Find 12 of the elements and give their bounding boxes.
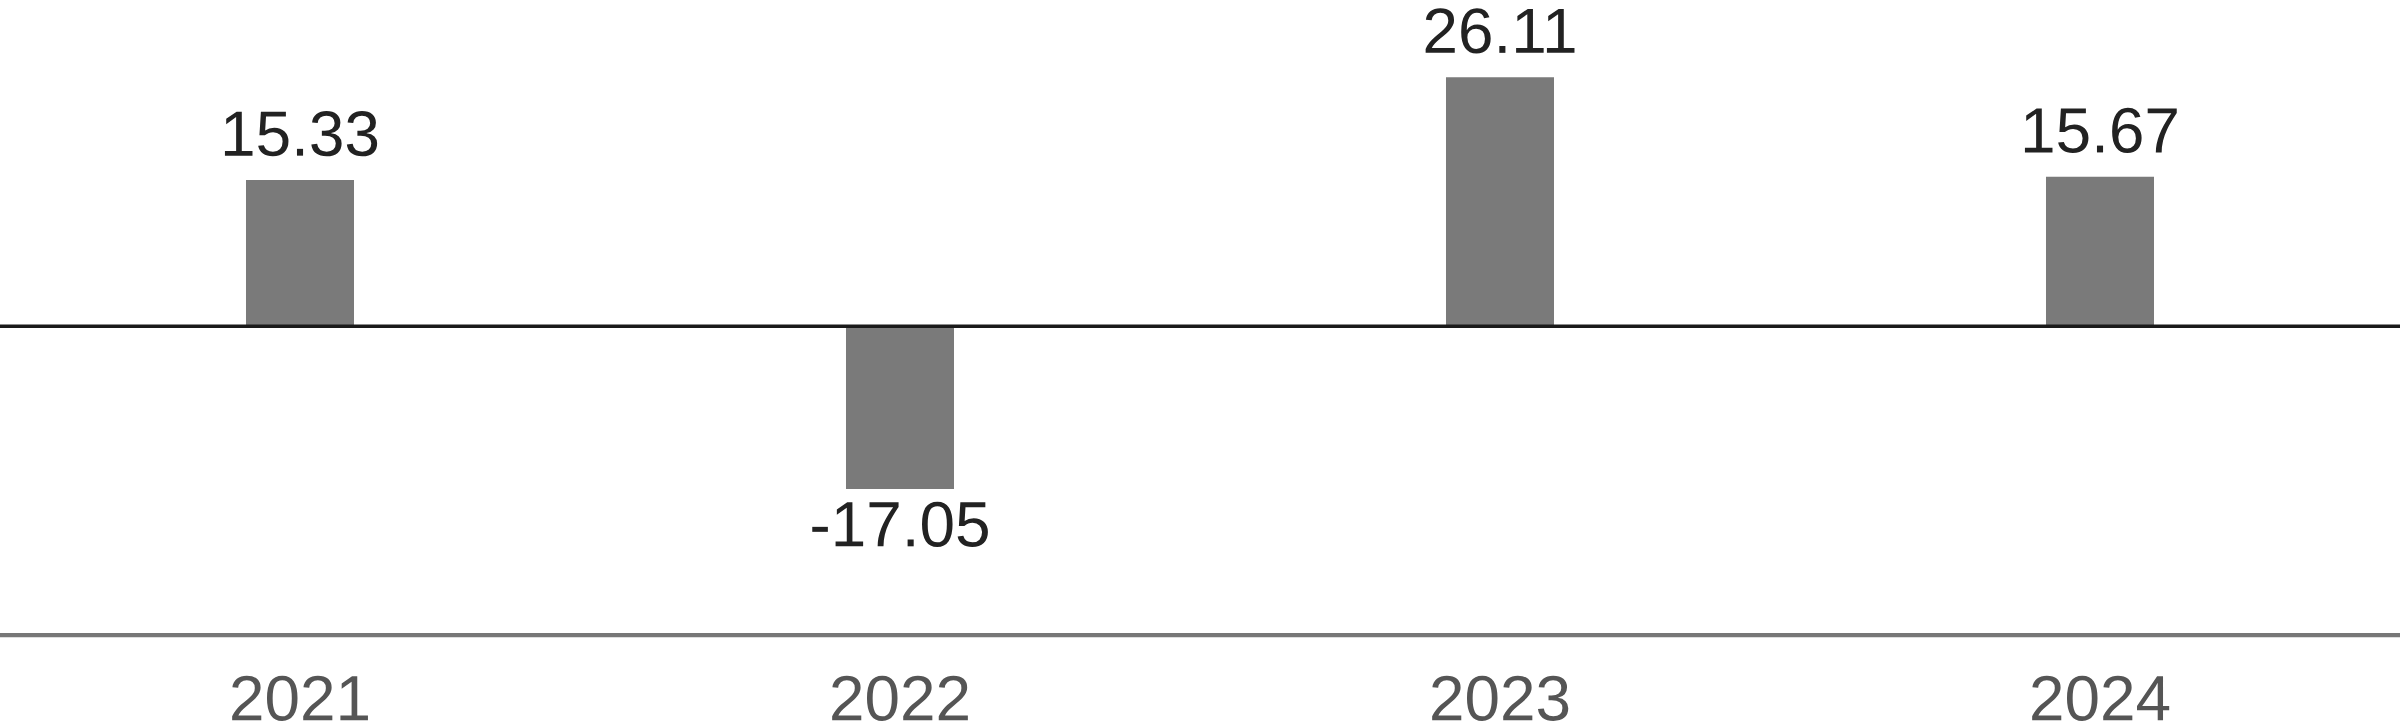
data-label: -17.05 (812, 501, 988, 547)
bar (1446, 77, 1554, 327)
bar (246, 180, 354, 327)
data-label: 15.33 (224, 111, 378, 157)
x-tick-label: 2023 (1432, 675, 1569, 721)
bar (2046, 176, 2154, 327)
data-label: 15.67 (2024, 107, 2177, 154)
x-tick-label: 2022 (832, 675, 968, 721)
x-tick-label: 2021 (232, 675, 368, 721)
bar (846, 326, 954, 489)
x-tick-label: 2024 (2032, 675, 2170, 721)
data-label: 26.11 (1425, 8, 1575, 54)
